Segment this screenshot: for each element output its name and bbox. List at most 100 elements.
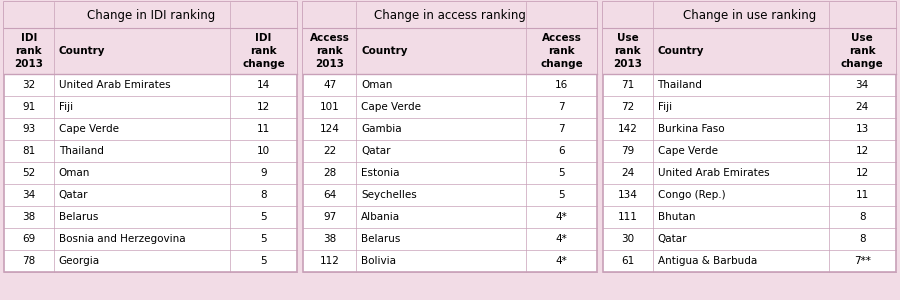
Text: 22: 22	[323, 146, 337, 156]
Text: Fiji: Fiji	[658, 102, 671, 112]
Text: Country: Country	[658, 46, 704, 56]
Text: Oman: Oman	[58, 168, 90, 178]
Bar	[603, 2, 896, 28]
Text: 8: 8	[260, 190, 267, 200]
Text: Country: Country	[361, 46, 408, 56]
Text: 24: 24	[621, 168, 634, 178]
Text: 16: 16	[554, 80, 568, 90]
Text: Bolivia: Bolivia	[361, 256, 396, 266]
Text: Access
rank
change: Access rank change	[540, 33, 583, 69]
Text: 8: 8	[859, 234, 866, 244]
Text: Oman: Oman	[361, 80, 392, 90]
Text: 5: 5	[260, 212, 267, 222]
Text: 7**: 7**	[854, 256, 870, 266]
Text: Thailand: Thailand	[658, 80, 702, 90]
Text: 5: 5	[558, 168, 565, 178]
Text: Belarus: Belarus	[58, 212, 98, 222]
Text: United Arab Emirates: United Arab Emirates	[58, 80, 170, 90]
Text: Cape Verde: Cape Verde	[658, 146, 717, 156]
Text: Albania: Albania	[361, 212, 400, 222]
Text: 12: 12	[257, 102, 270, 112]
Text: Access
rank
2013: Access rank 2013	[310, 33, 350, 69]
Bar	[4, 2, 297, 28]
Text: Congo (Rep.): Congo (Rep.)	[658, 190, 725, 200]
Text: 9: 9	[260, 168, 267, 178]
Text: Seychelles: Seychelles	[361, 190, 417, 200]
Text: 38: 38	[22, 212, 36, 222]
Text: 5: 5	[260, 256, 267, 266]
Text: 124: 124	[320, 124, 339, 134]
Text: IDI
rank
change: IDI rank change	[242, 33, 285, 69]
Text: 111: 111	[617, 212, 637, 222]
Text: 7: 7	[558, 124, 565, 134]
Text: 91: 91	[22, 102, 36, 112]
Text: Estonia: Estonia	[361, 168, 400, 178]
Text: 34: 34	[856, 80, 868, 90]
Text: 13: 13	[856, 124, 868, 134]
Bar	[303, 2, 597, 272]
Text: 12: 12	[856, 168, 868, 178]
Text: 97: 97	[323, 212, 337, 222]
Text: Qatar: Qatar	[658, 234, 687, 244]
Text: 5: 5	[260, 234, 267, 244]
Text: 81: 81	[22, 146, 36, 156]
Text: Bosnia and Herzegovina: Bosnia and Herzegovina	[58, 234, 185, 244]
Text: 61: 61	[621, 256, 634, 266]
Text: Cape Verde: Cape Verde	[361, 102, 421, 112]
Text: 38: 38	[323, 234, 337, 244]
Text: Belarus: Belarus	[361, 234, 400, 244]
Text: 14: 14	[257, 80, 270, 90]
Text: Burkina Faso: Burkina Faso	[658, 124, 724, 134]
Text: Change in access ranking: Change in access ranking	[374, 8, 526, 22]
Text: 64: 64	[323, 190, 337, 200]
Bar	[603, 28, 896, 74]
Text: 8: 8	[859, 212, 866, 222]
Text: 5: 5	[558, 190, 565, 200]
Text: 32: 32	[22, 80, 36, 90]
Text: 6: 6	[558, 146, 565, 156]
Text: Qatar: Qatar	[361, 146, 391, 156]
Text: 93: 93	[22, 124, 36, 134]
Text: 112: 112	[320, 256, 339, 266]
Text: Change in use ranking: Change in use ranking	[683, 8, 816, 22]
Text: 34: 34	[22, 190, 36, 200]
Text: 79: 79	[621, 146, 634, 156]
Text: Gambia: Gambia	[361, 124, 401, 134]
Bar	[603, 2, 896, 272]
Text: 71: 71	[621, 80, 634, 90]
Text: 4*: 4*	[555, 212, 567, 222]
Bar	[303, 28, 597, 74]
Text: 7: 7	[558, 102, 565, 112]
Text: 24: 24	[856, 102, 868, 112]
Text: 72: 72	[621, 102, 634, 112]
Text: 4*: 4*	[555, 256, 567, 266]
Text: Change in IDI ranking: Change in IDI ranking	[86, 8, 215, 22]
Text: 78: 78	[22, 256, 36, 266]
Text: 28: 28	[323, 168, 337, 178]
Text: 134: 134	[617, 190, 637, 200]
Text: Bhutan: Bhutan	[658, 212, 695, 222]
Text: 69: 69	[22, 234, 36, 244]
Text: 4*: 4*	[555, 234, 567, 244]
Text: United Arab Emirates: United Arab Emirates	[658, 168, 770, 178]
Text: 30: 30	[621, 234, 634, 244]
Bar	[303, 2, 597, 28]
Text: 47: 47	[323, 80, 337, 90]
Text: 12: 12	[856, 146, 868, 156]
Text: 11: 11	[257, 124, 270, 134]
Text: Cape Verde: Cape Verde	[58, 124, 119, 134]
Text: Qatar: Qatar	[58, 190, 88, 200]
Text: Use
rank
change: Use rank change	[841, 33, 884, 69]
Text: Georgia: Georgia	[58, 256, 100, 266]
Bar	[4, 2, 297, 272]
Text: Fiji: Fiji	[58, 102, 73, 112]
Text: Country: Country	[58, 46, 105, 56]
Text: 11: 11	[856, 190, 868, 200]
Text: Thailand: Thailand	[58, 146, 104, 156]
Text: Use
rank
2013: Use rank 2013	[613, 33, 642, 69]
Text: 10: 10	[257, 146, 270, 156]
Text: 142: 142	[617, 124, 637, 134]
Text: 52: 52	[22, 168, 36, 178]
Text: IDI
rank
2013: IDI rank 2013	[14, 33, 43, 69]
Bar	[4, 28, 297, 74]
